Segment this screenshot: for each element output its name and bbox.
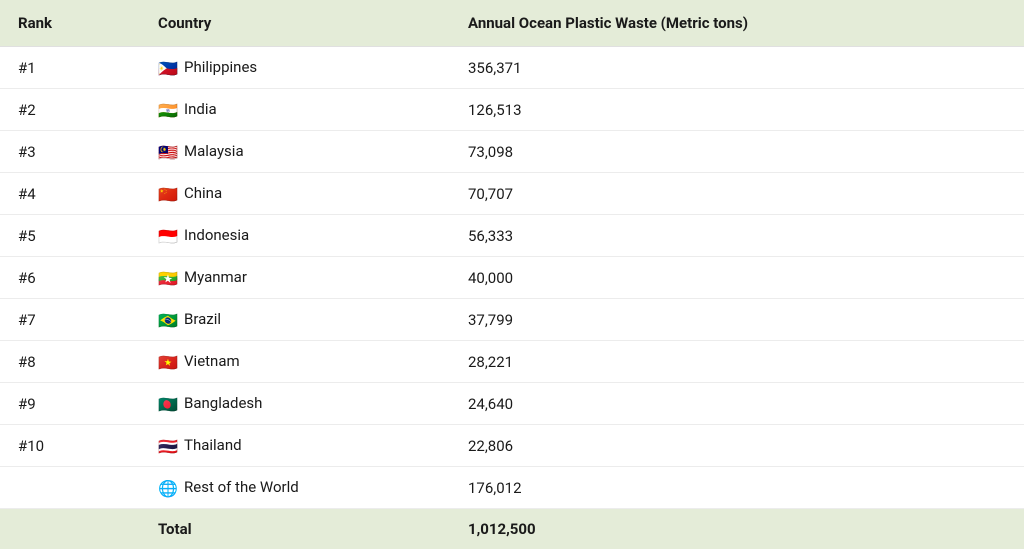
country-name: Brazil (184, 310, 221, 328)
table-row: 🌐 Rest of the World 176,012 (0, 467, 1024, 509)
cell-value: 126,513 (450, 89, 1024, 131)
cell-rank (0, 467, 140, 509)
table-row: #3 🇲🇾 Malaysia 73,098 (0, 131, 1024, 173)
flag-icon: 🇲🇾 (158, 145, 178, 161)
table-row: #4 🇨🇳 China 70,707 (0, 173, 1024, 215)
flag-icon: 🇮🇳 (158, 103, 178, 119)
cell-value: 24,640 (450, 383, 1024, 425)
country-name: Malaysia (184, 142, 244, 160)
flag-icon: 🇨🇳 (158, 187, 178, 203)
col-header-rank: Rank (0, 0, 140, 47)
total-rank-empty (0, 509, 140, 549)
flag-icon: 🇧🇩 (158, 397, 178, 413)
col-header-country: Country (140, 0, 450, 47)
country-name: Philippines (184, 58, 257, 76)
cell-country: 🌐 Rest of the World (140, 467, 450, 509)
cell-country: 🇲🇲 Myanmar (140, 257, 450, 299)
cell-value: 70,707 (450, 173, 1024, 215)
cell-rank: #2 (0, 89, 140, 131)
table-row: #6 🇲🇲 Myanmar 40,000 (0, 257, 1024, 299)
table-row: #10 🇹🇭 Thailand 22,806 (0, 425, 1024, 467)
flag-icon: 🇧🇷 (158, 313, 178, 329)
col-header-value: Annual Ocean Plastic Waste (Metric tons) (450, 0, 1024, 47)
country-name: Rest of the World (184, 478, 299, 496)
country-name: Thailand (184, 436, 242, 454)
cell-country: 🇵🇭 Philippines (140, 47, 450, 89)
cell-rank: #1 (0, 47, 140, 89)
cell-value: 73,098 (450, 131, 1024, 173)
cell-value: 28,221 (450, 341, 1024, 383)
table-row: #9 🇧🇩 Bangladesh 24,640 (0, 383, 1024, 425)
table-row: #8 🇻🇳 Vietnam 28,221 (0, 341, 1024, 383)
flag-icon: 🇮🇩 (158, 229, 178, 245)
cell-value: 22,806 (450, 425, 1024, 467)
cell-country: 🇹🇭 Thailand (140, 425, 450, 467)
cell-country: 🇲🇾 Malaysia (140, 131, 450, 173)
country-name: Vietnam (184, 352, 240, 370)
globe-icon: 🌐 (158, 481, 178, 497)
cell-country: 🇮🇩 Indonesia (140, 215, 450, 257)
table-row: #1 🇵🇭 Philippines 356,371 (0, 47, 1024, 89)
country-name: Myanmar (184, 268, 247, 286)
table-header: RankCountryAnnual Ocean Plastic Waste (M… (0, 0, 1024, 47)
cell-rank: #10 (0, 425, 140, 467)
country-name: Indonesia (184, 226, 249, 244)
flag-icon: 🇹🇭 (158, 439, 178, 455)
cell-rank: #4 (0, 173, 140, 215)
flag-icon: 🇻🇳 (158, 355, 178, 371)
table-row: #5 🇮🇩 Indonesia 56,333 (0, 215, 1024, 257)
cell-value: 56,333 (450, 215, 1024, 257)
cell-country: 🇻🇳 Vietnam (140, 341, 450, 383)
cell-country: 🇧🇩 Bangladesh (140, 383, 450, 425)
table-row: #2 🇮🇳 India 126,513 (0, 89, 1024, 131)
country-name: India (184, 100, 217, 118)
cell-value: 356,371 (450, 47, 1024, 89)
table-body: #1🇵🇭Philippines356,371#2🇮🇳India126,513#3… (0, 47, 1024, 509)
cell-value: 40,000 (450, 257, 1024, 299)
cell-rank: #7 (0, 299, 140, 341)
country-name: China (184, 184, 222, 202)
cell-country: 🇨🇳 China (140, 173, 450, 215)
total-value: 1,012,500 (450, 509, 1024, 549)
ocean-plastic-table: RankCountryAnnual Ocean Plastic Waste (M… (0, 0, 1024, 549)
table-footer: Total1,012,500 (0, 509, 1024, 549)
cell-rank: #9 (0, 383, 140, 425)
flag-icon: 🇵🇭 (158, 61, 178, 77)
cell-country: 🇮🇳 India (140, 89, 450, 131)
cell-value: 37,799 (450, 299, 1024, 341)
cell-rank: #5 (0, 215, 140, 257)
cell-rank: #6 (0, 257, 140, 299)
cell-value: 176,012 (450, 467, 1024, 509)
flag-icon: 🇲🇲 (158, 271, 178, 287)
table-row: #7 🇧🇷 Brazil 37,799 (0, 299, 1024, 341)
total-label: Total (140, 509, 450, 549)
country-name: Bangladesh (184, 394, 262, 412)
cell-rank: #8 (0, 341, 140, 383)
cell-rank: #3 (0, 131, 140, 173)
cell-country: 🇧🇷 Brazil (140, 299, 450, 341)
